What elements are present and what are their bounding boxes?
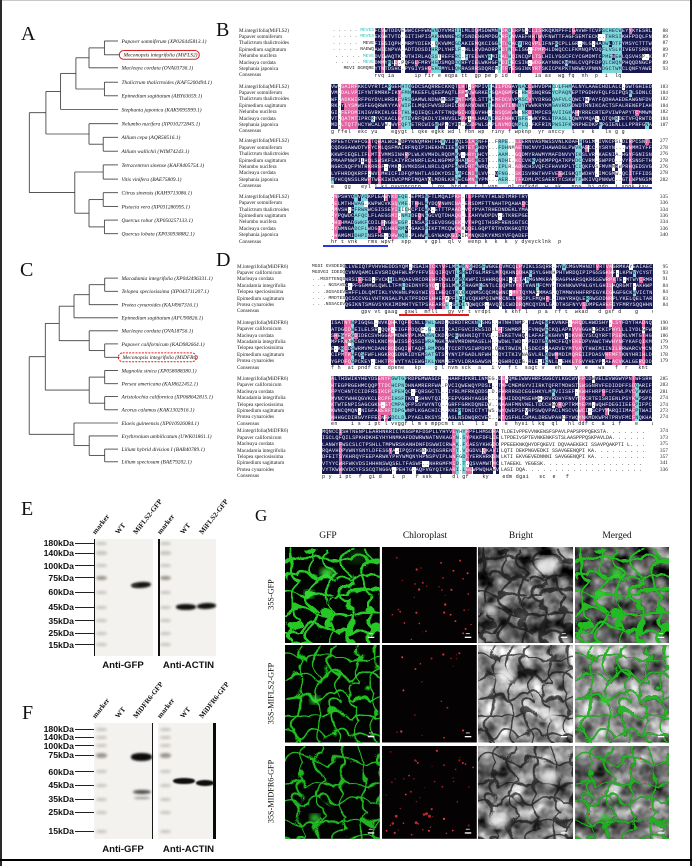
svg-text:Elaeis guineensis (XP010926084: Elaeis guineensis (XP010926084.1): [121, 420, 200, 427]
svg-text:Telopea speciosissima (XP04371: Telopea speciosissima (XP043711207.1): [122, 288, 209, 295]
svg-text:Nelumbo nucifera (XP010272845.: Nelumbo nucifera (XP010272845.1): [121, 121, 201, 128]
svg-text:Magnolia sinica (XP058088380.1: Magnolia sinica (XP058088380.1): [121, 367, 197, 374]
svg-text:Pistacia vera (XP031286995.1): Pistacia vera (XP031286995.1): [121, 203, 191, 210]
svg-text:Epimedium sagittatum (ABY63659: Epimedium sagittatum (ABY63659.1): [121, 93, 203, 100]
svg-text:Protea cynaroides (KAJ4967316.: Protea cynaroides (KAJ4967316.1): [121, 302, 199, 309]
svg-text:Vitis vinifera (BAE75809.1): Vitis vinifera (BAE75809.1): [122, 176, 182, 183]
svg-text:Meconopsis integrifolia (MiFLS: Meconopsis integrifolia (MiFLS2): [123, 52, 198, 59]
svg-text:Citrus sinensis (KAH9713086.1): Citrus sinensis (KAH9713086.1): [122, 190, 193, 197]
svg-text:Persea americana (KAJ8622452.1: Persea americana (KAJ8622452.1): [121, 381, 199, 388]
svg-text:Lilium speciosum (BAE79202.1): Lilium speciosum (BAE79202.1): [121, 459, 192, 466]
svg-text:Macleaya cordata (OVA18756.1): Macleaya cordata (OVA18756.1): [121, 328, 194, 335]
svg-text:Quercus robur (XP050257133.1): Quercus robur (XP050257133.1): [122, 217, 194, 224]
svg-text:Acorus calamus (KAK1302916.1): Acorus calamus (KAK1302916.1): [121, 407, 195, 414]
svg-text:Meconopsis integrifolia (MiDFR: Meconopsis integrifolia (MiDFR6): [122, 354, 199, 361]
svg-text:Stephania japonica (KAK9095999: Stephania japonica (KAK9095999.1): [122, 106, 202, 113]
svg-text:Macleaya cordata (OVA03736.1): Macleaya cordata (OVA03736.1): [121, 65, 194, 72]
svg-text:Epimedium sagittatum (AFU90826: Epimedium sagittatum (AFU90826.1): [121, 315, 204, 322]
svg-text:Allium wallichii (WIM74243.1): Allium wallichii (WIM74243.1): [121, 148, 190, 155]
svg-text:Erythronium umbilicatum (UWK01: Erythronium umbilicatum (UWK01861.1): [121, 433, 212, 440]
svg-text:Aristolochia californica (XP06: Aristolochia californica (XP068642815.1): [121, 394, 214, 401]
svg-text:Quercus lobata (XP030938882.1): Quercus lobata (XP030938882.1): [122, 231, 195, 238]
svg-text:Macadamia integrifolia (XP0424: Macadamia integrifolia (XP042496331.1): [121, 275, 213, 282]
svg-text:Papaver somniferum (XP02644581: Papaver somniferum (XP026445813.1): [121, 38, 207, 45]
svg-text:Papaver californicum (KAD98266: Papaver californicum (KAD982664.1): [121, 341, 205, 348]
svg-text:Tetracentron sinense (KAF84057: Tetracentron sinense (KAF8405754.1): [122, 162, 205, 169]
svg-text:Lilium hybrid division I (BAB4: Lilium hybrid division I (BAB40789.1): [121, 446, 206, 453]
svg-text:Allium cepa (AQR58516.1): Allium cepa (AQR58516.1): [121, 134, 181, 141]
svg-text:Thalictrum thalictroides (KAF5: Thalictrum thalictroides (KAF5200494.1): [122, 79, 213, 86]
